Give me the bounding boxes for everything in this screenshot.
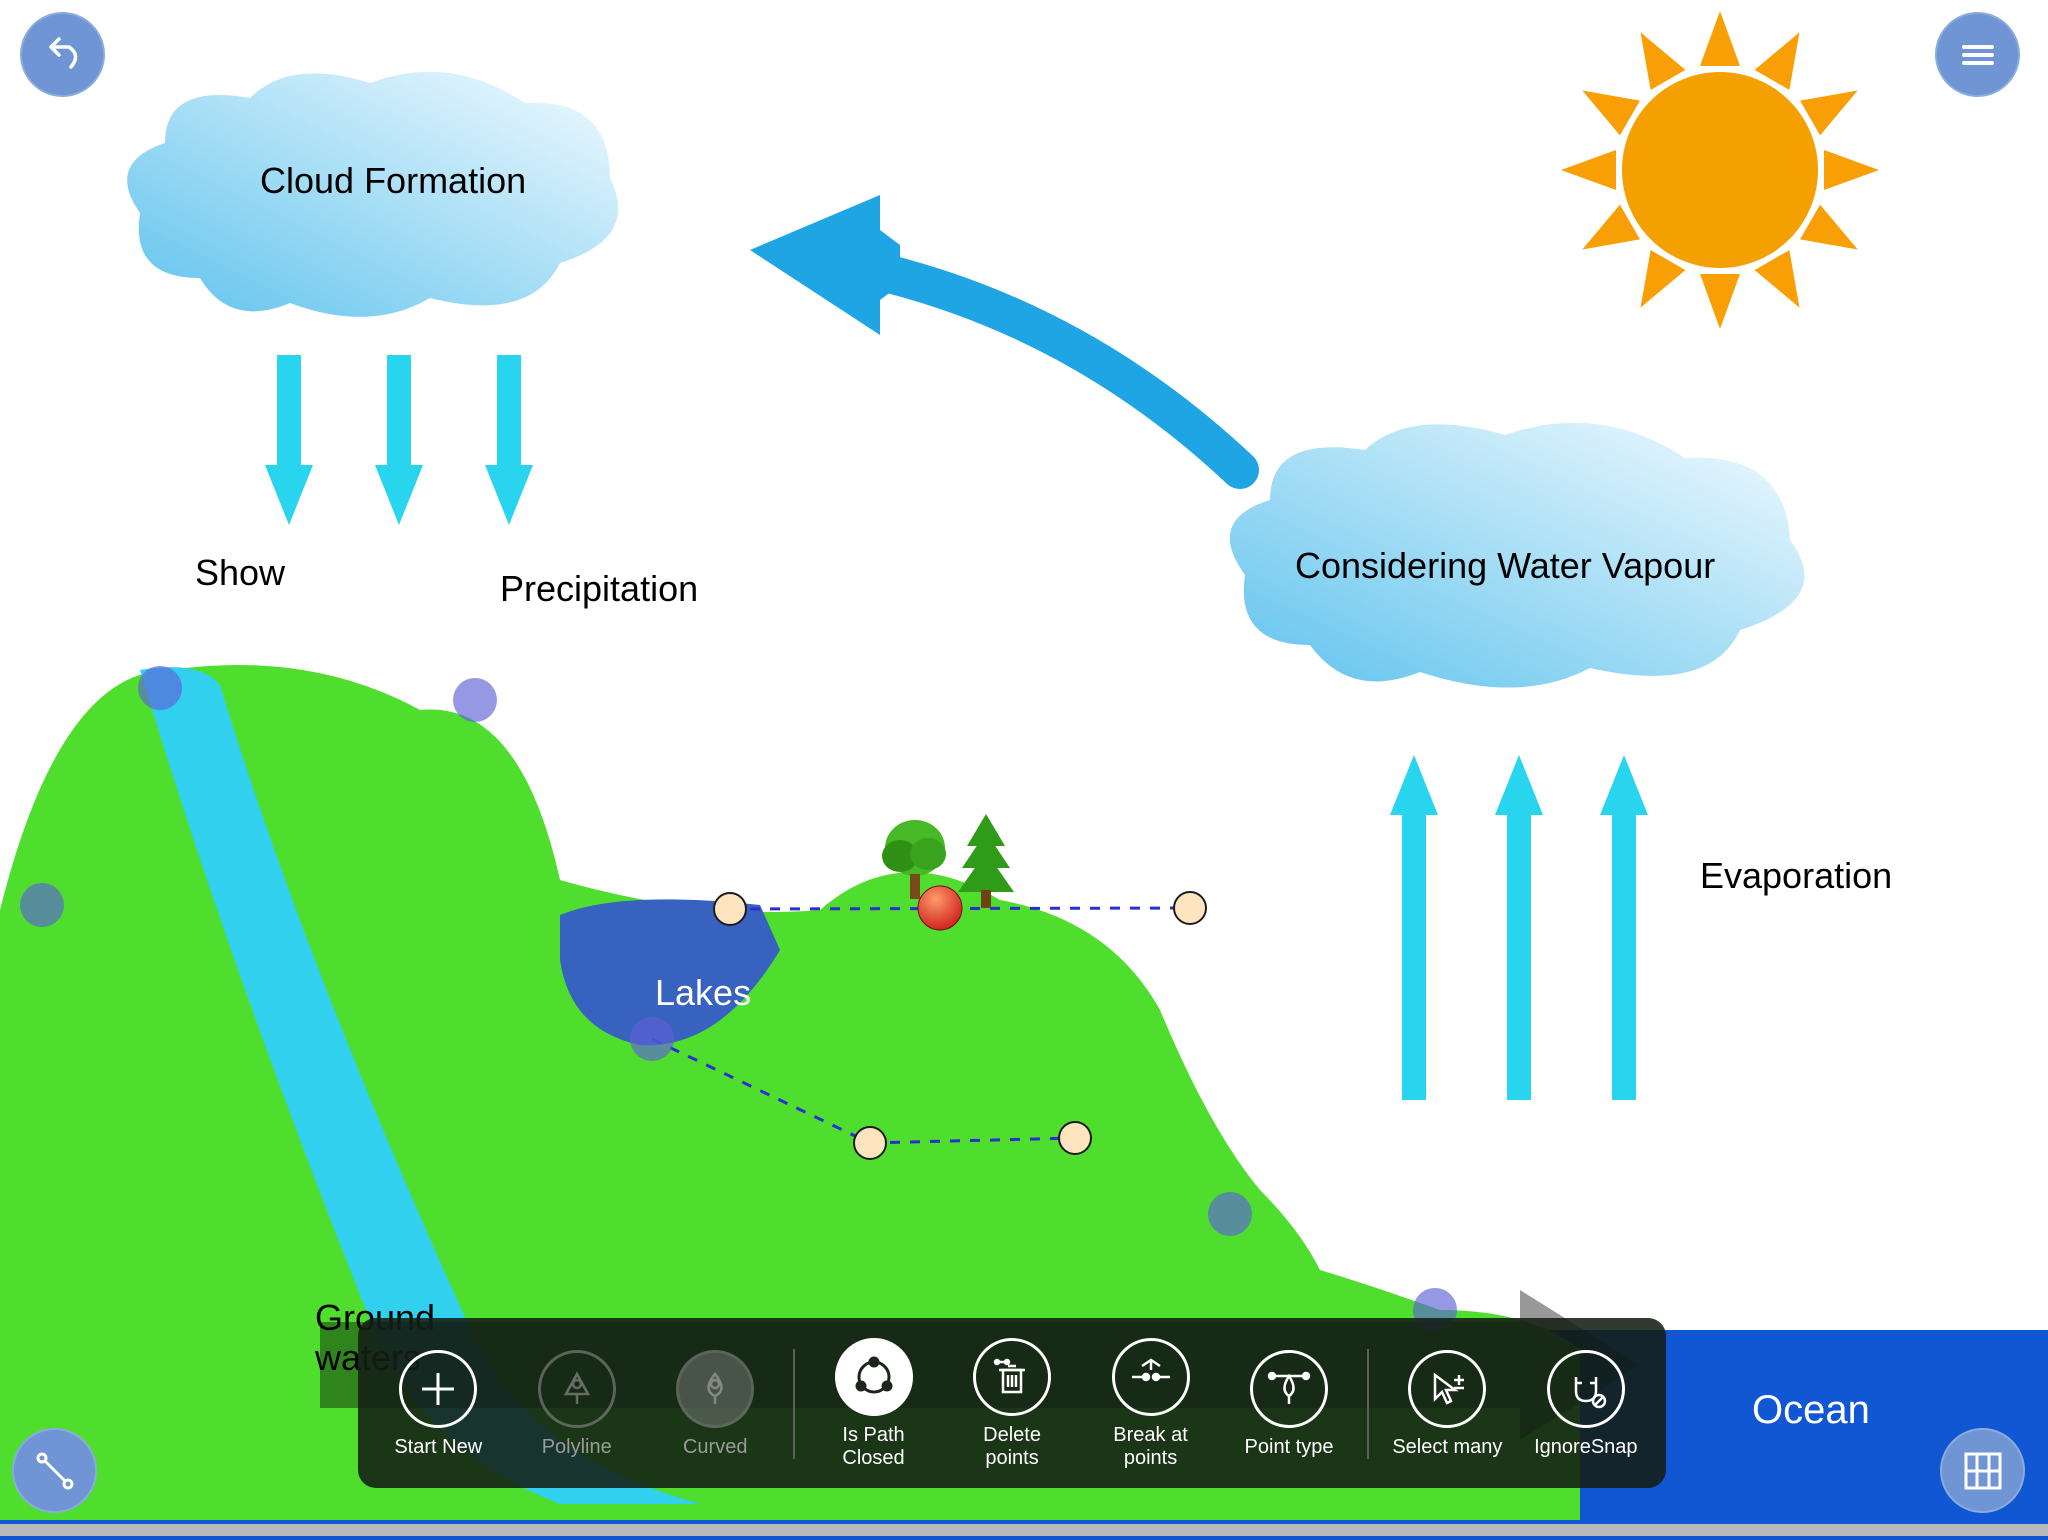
tree-pine xyxy=(955,812,1017,912)
cloud-formation xyxy=(110,68,630,338)
toolbar-divider xyxy=(793,1349,795,1459)
bottom-scrollbar[interactable] xyxy=(0,1524,2048,1536)
back-button[interactable] xyxy=(20,12,105,97)
ocean-label: Ocean xyxy=(1752,1388,1870,1433)
toolbar-divider xyxy=(1367,1349,1369,1459)
tool-label: Start New xyxy=(394,1436,482,1459)
cursor-plus-icon xyxy=(1425,1367,1469,1411)
tool-path-closed[interactable]: Is Path Closed xyxy=(813,1338,933,1470)
grid-icon xyxy=(1960,1448,2006,1494)
water-vapour-label: Considering Water Vapour xyxy=(1295,545,1715,587)
tool-select-many[interactable]: Select many xyxy=(1387,1350,1507,1459)
tool-label: Is Path Closed xyxy=(842,1424,904,1470)
tool-label: Polyline xyxy=(542,1436,612,1459)
menu-button[interactable] xyxy=(1935,12,2020,97)
cloud-formation-label: Cloud Formation xyxy=(260,160,526,202)
tool-curved[interactable]: Curved xyxy=(655,1350,775,1459)
lakes-label: Lakes xyxy=(655,972,751,1014)
trash-icon xyxy=(991,1356,1033,1398)
tool-label: IgnoreSnap xyxy=(1534,1436,1637,1459)
pen-poly-icon xyxy=(556,1368,598,1410)
menu-icon xyxy=(1956,33,2000,77)
undo-icon xyxy=(41,33,85,77)
tool-break-points[interactable]: Break at points xyxy=(1090,1338,1210,1470)
magnet-off-icon xyxy=(1564,1367,1608,1411)
tree-round xyxy=(880,818,950,908)
tool-label: Break at points xyxy=(1113,1424,1187,1470)
tool-start-new[interactable]: Start New xyxy=(378,1350,498,1459)
path-toolbar: Start New Polyline Curved Is Path Closed… xyxy=(358,1318,1666,1488)
arrow-vapour-to-cloud xyxy=(720,170,1280,490)
tool-ignore-snap[interactable]: IgnoreSnap xyxy=(1526,1350,1646,1459)
plus-icon xyxy=(418,1369,458,1409)
tool-label: Curved xyxy=(683,1436,747,1459)
tool-label: Delete points xyxy=(983,1424,1041,1470)
tool-delete-points[interactable]: Delete points xyxy=(952,1338,1072,1470)
pen-curve-icon xyxy=(694,1368,736,1410)
tool-point-type[interactable]: Point type xyxy=(1229,1350,1349,1459)
grid-button[interactable] xyxy=(1940,1428,2025,1513)
rain-arrows xyxy=(245,355,605,540)
tool-polyline[interactable]: Polyline xyxy=(516,1350,636,1459)
precipitation-label: Precipitation xyxy=(500,568,698,610)
closed-path-icon xyxy=(851,1354,897,1400)
break-icon xyxy=(1128,1354,1174,1400)
path-icon xyxy=(32,1448,78,1494)
tool-label: Point type xyxy=(1245,1436,1334,1459)
sun xyxy=(1540,0,1900,350)
show-label: Show xyxy=(195,552,285,594)
path-tool-button[interactable] xyxy=(12,1428,97,1513)
point-type-icon xyxy=(1266,1366,1312,1412)
tool-label: Select many xyxy=(1392,1436,1502,1459)
